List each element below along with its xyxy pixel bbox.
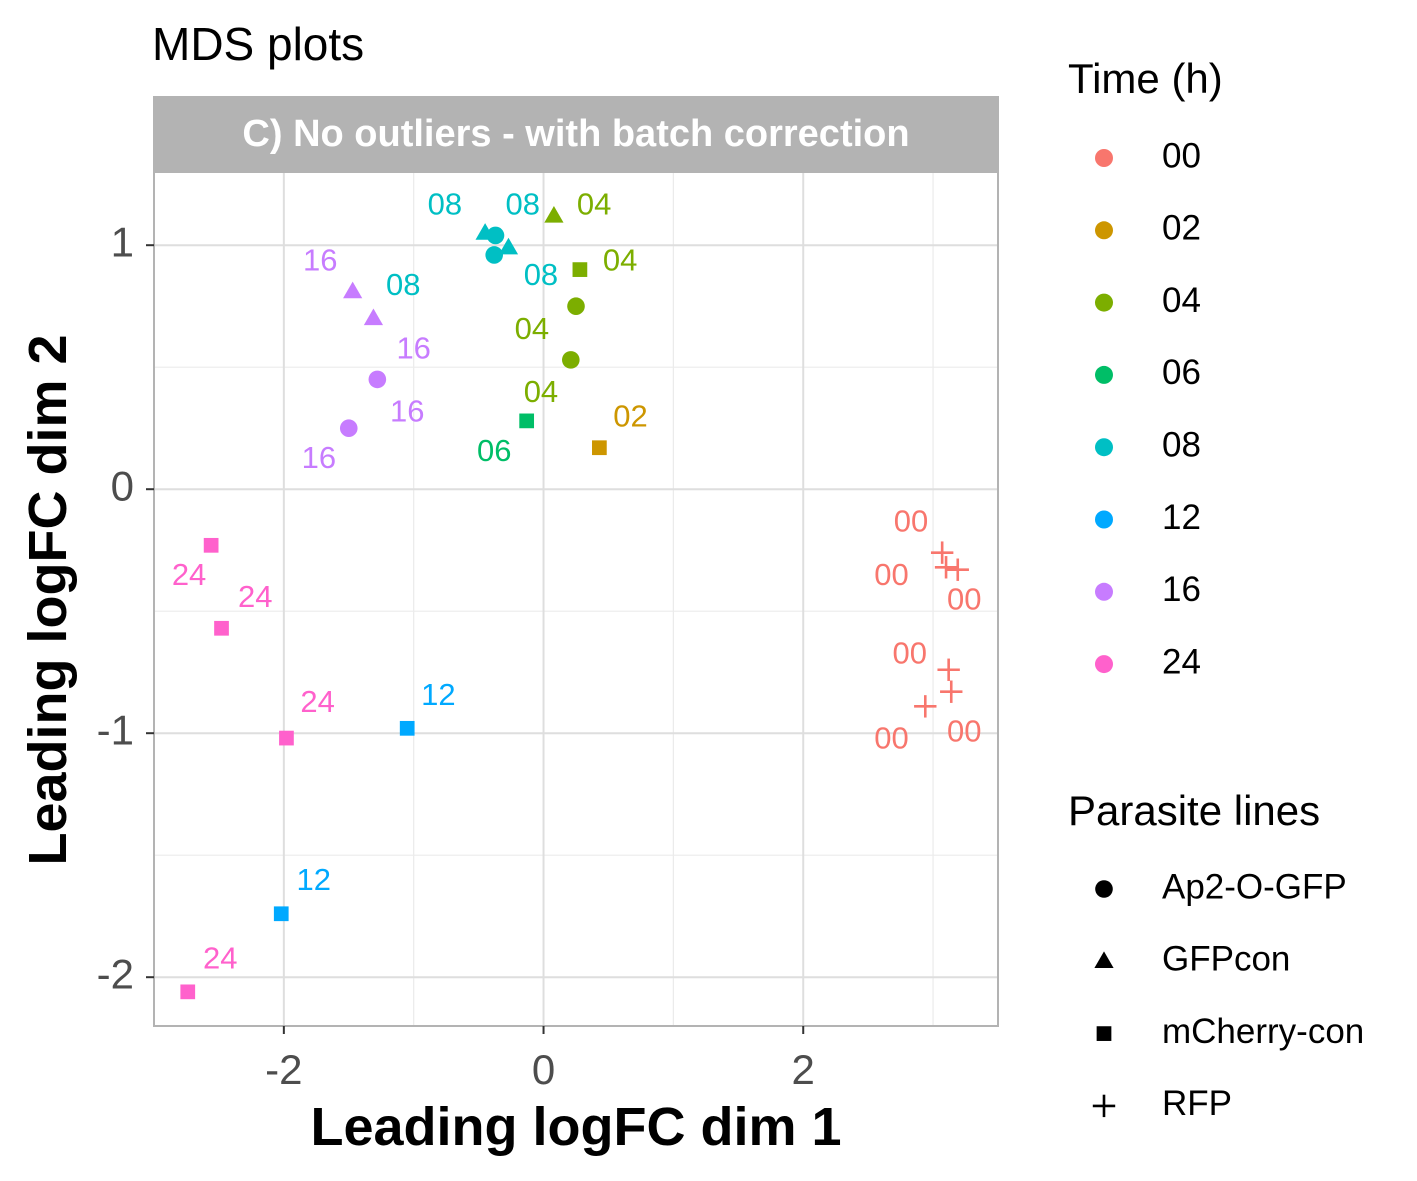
data-point [363, 308, 384, 326]
y-tick-label: -1 [97, 706, 134, 753]
point-label: 04 [524, 374, 558, 409]
y-tick-label: 1 [111, 218, 134, 265]
data-point [592, 440, 607, 456]
point-label: 24 [172, 557, 206, 592]
parasite-lines-legend-label: RFP [1162, 1084, 1232, 1123]
parasite-lines-legend: Parasite lines Ap2-O-GFP GFPcon mCherry-co… [1068, 787, 1364, 1123]
data-point [486, 226, 505, 245]
data-point [940, 680, 963, 703]
point-label: 00 [947, 582, 981, 617]
chart-title: MDS plots [152, 18, 364, 70]
parasite-lines-legend-key [1095, 880, 1113, 898]
time-legend-key [1095, 510, 1113, 529]
time-legend-key [1095, 221, 1113, 240]
parasite-lines-legend-title: Parasite lines [1068, 787, 1320, 834]
point-label: 16 [396, 330, 430, 365]
point-label: 12 [296, 862, 330, 897]
data-point [343, 281, 363, 299]
time-legend-label: 12 [1162, 498, 1201, 537]
point-labels: 08 08 04 04 08 08 16 04 16 04 16 02 06 16 00 00 00 24 24 00… [172, 186, 982, 975]
point-label: 00 [894, 504, 928, 539]
parasite-lines-legend-key [1096, 1026, 1112, 1041]
point-label: 02 [613, 399, 647, 434]
point-label: 00 [874, 721, 908, 756]
data-point [339, 419, 358, 438]
point-label: 08 [428, 186, 462, 221]
x-tick-label: 2 [792, 1046, 815, 1093]
parasite-lines-legend-label: mCherry-con [1162, 1012, 1364, 1051]
data-point [914, 695, 937, 718]
time-legend-label: 04 [1162, 281, 1201, 320]
data-point [937, 658, 960, 681]
data-point [279, 730, 294, 746]
point-label: 08 [524, 257, 558, 292]
point-label: 08 [386, 267, 420, 302]
time-legend-key [1095, 438, 1113, 457]
data-point [485, 246, 503, 264]
point-label: 16 [302, 440, 336, 475]
data-point [214, 620, 229, 636]
data-point [930, 541, 954, 564]
y-tick-label: 0 [111, 462, 134, 509]
x-tick-label: 0 [532, 1046, 555, 1093]
data-point [180, 984, 196, 1000]
data-point [946, 558, 969, 581]
data-point [203, 537, 219, 553]
point-label: 00 [947, 713, 981, 748]
panel-strip [153, 96, 999, 171]
point-label: 04 [577, 186, 611, 221]
parasite-lines-legend-key [1092, 1094, 1116, 1118]
point-label: 16 [390, 394, 424, 429]
point-label: 08 [506, 186, 540, 221]
point-label: 16 [303, 242, 337, 277]
parasite-lines-legend-label: GFPcon [1162, 940, 1290, 979]
data-point [934, 556, 958, 579]
time-legend: Time (h) 00 02 04 06 08 12 16 24 [1068, 55, 1223, 681]
axes: -2 0 2-2-101 [97, 171, 999, 1093]
plot-border [153, 171, 999, 1027]
time-legend-key [1095, 655, 1113, 674]
time-legend-label: 16 [1162, 570, 1201, 609]
time-legend-label: 24 [1162, 642, 1201, 681]
time-legend-title: Time (h) [1068, 55, 1223, 102]
y-axis-label: Leading logFC dim 2 [18, 334, 78, 865]
grid-lines [154, 172, 998, 1026]
data-point [399, 720, 415, 736]
point-label: 04 [515, 311, 549, 346]
point-label: 04 [603, 242, 637, 277]
data-points [180, 206, 969, 1000]
point-label: 24 [300, 684, 334, 719]
time-legend-key [1095, 365, 1113, 384]
time-legend-label: 08 [1162, 425, 1201, 464]
data-point [572, 262, 588, 277]
panel-strip-label: C) No outliers - with batch correction [242, 113, 909, 155]
time-legend-key [1095, 293, 1113, 312]
x-tick-label: -2 [265, 1046, 302, 1093]
point-label: 24 [203, 940, 237, 975]
parasite-lines-legend-key [1094, 951, 1114, 969]
time-legend-label: 00 [1162, 136, 1201, 175]
time-legend-key [1095, 582, 1113, 601]
time-legend-key [1095, 149, 1113, 167]
data-point [544, 206, 564, 223]
data-point [562, 351, 580, 369]
point-label: 00 [892, 635, 926, 670]
point-label: 00 [874, 557, 908, 592]
data-point [273, 906, 289, 922]
x-axis-label: Leading logFC dim 1 [310, 1097, 841, 1157]
point-label: 12 [421, 677, 455, 712]
time-legend-label: 06 [1162, 353, 1201, 392]
time-legend-label: 02 [1162, 209, 1201, 248]
data-point [368, 370, 387, 389]
y-tick-label: -2 [97, 950, 134, 997]
data-point [567, 297, 585, 316]
parasite-lines-legend-label: Ap2-O-GFP [1162, 867, 1347, 906]
data-point [498, 237, 519, 255]
point-label: 24 [238, 579, 272, 614]
data-point [519, 413, 535, 429]
point-label: 06 [477, 433, 511, 468]
